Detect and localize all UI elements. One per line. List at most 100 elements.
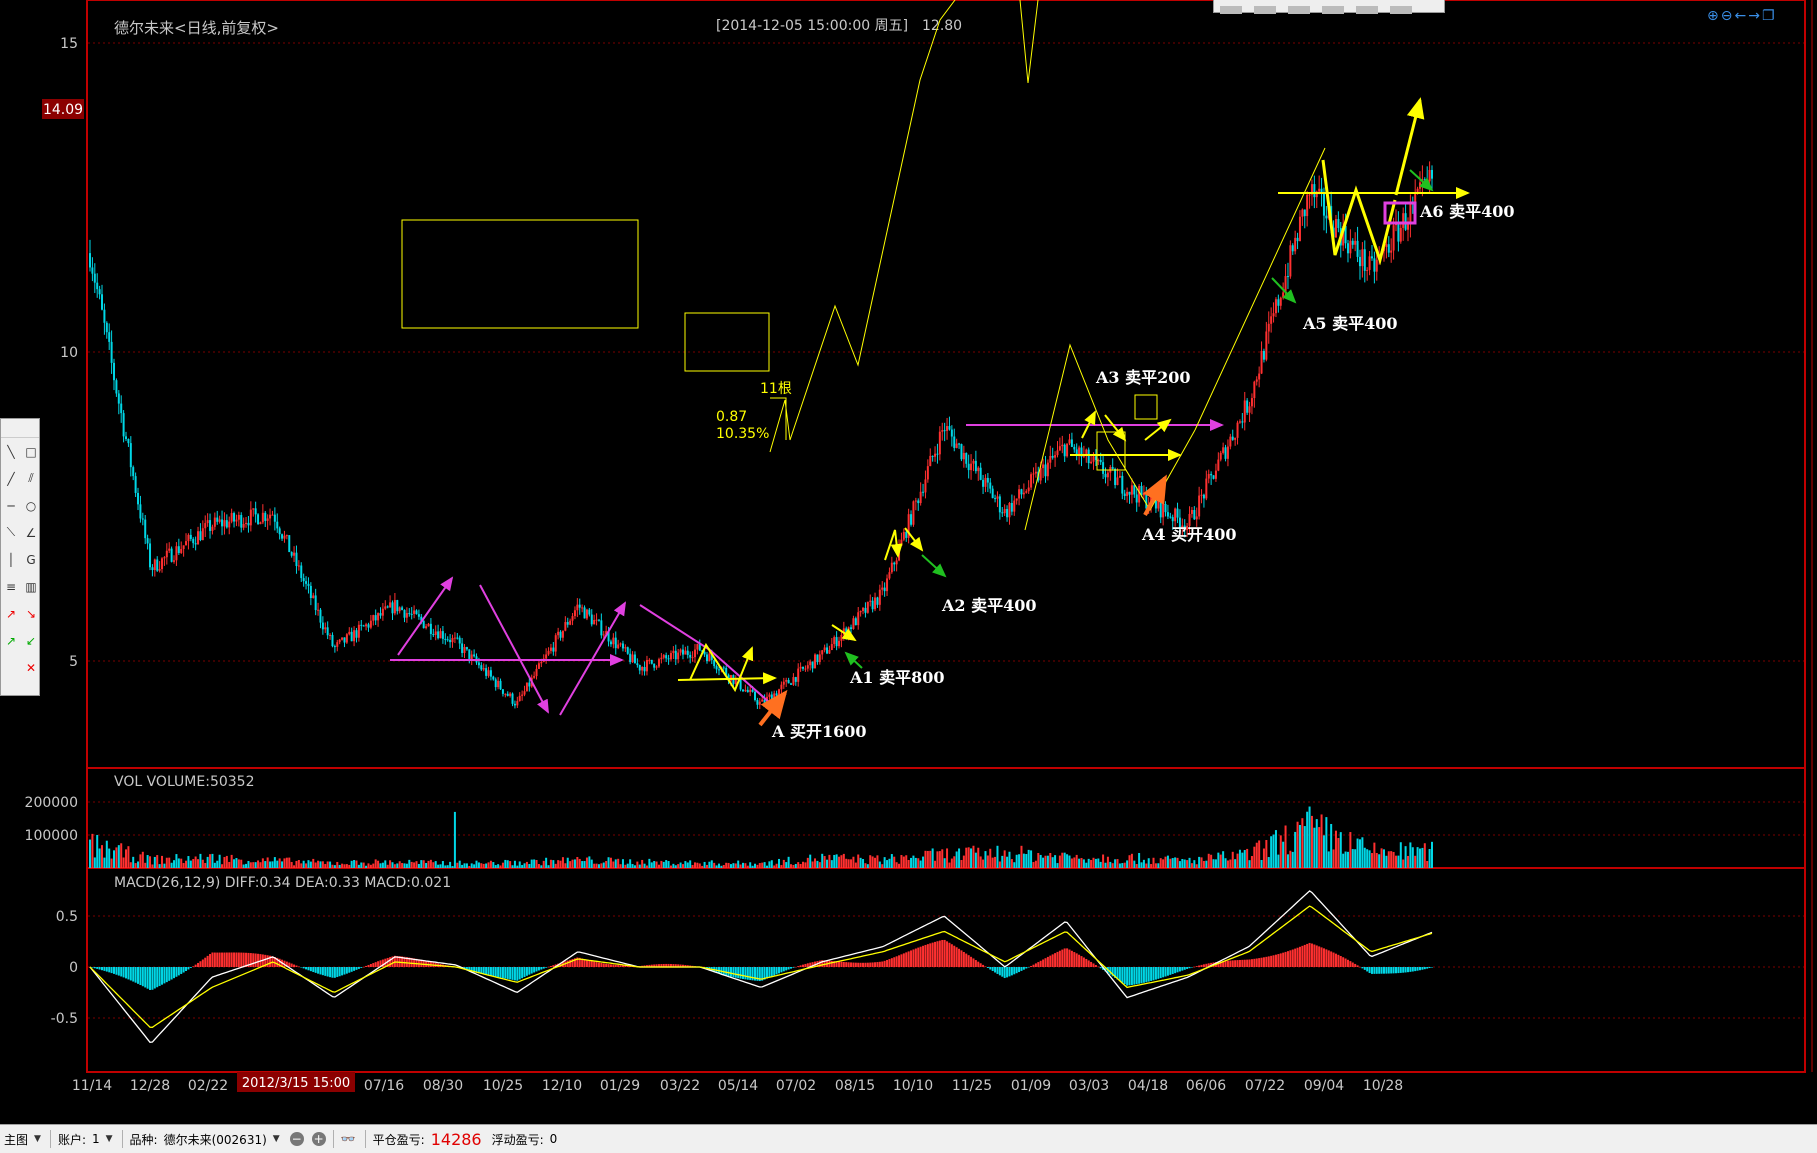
volume-bar bbox=[1394, 855, 1397, 868]
green-up-arrow-tool-icon[interactable]: ↗ bbox=[5, 633, 17, 648]
macd-bar bbox=[1378, 967, 1381, 974]
top-tool-4[interactable] bbox=[1322, 6, 1344, 14]
volume-bar bbox=[381, 862, 384, 868]
volume-bar bbox=[578, 858, 581, 868]
account-selector[interactable]: 账户: 1 ▼ bbox=[58, 1131, 113, 1148]
candle-body bbox=[1277, 299, 1280, 306]
view-selector[interactable]: 主图 ▼ bbox=[4, 1131, 41, 1148]
volume-bar bbox=[288, 857, 291, 868]
volume-bar bbox=[158, 864, 161, 868]
volume-bar bbox=[149, 856, 152, 868]
candle-body bbox=[1226, 446, 1229, 459]
vline-tool-icon[interactable]: │ bbox=[7, 552, 15, 567]
macd-bar bbox=[578, 957, 581, 967]
volume-bar bbox=[1085, 862, 1088, 868]
line-tool-icon[interactable]: ╲ bbox=[7, 444, 15, 459]
volume-bar bbox=[828, 854, 831, 868]
macd-bar bbox=[204, 957, 207, 967]
minus-icon[interactable]: − bbox=[289, 1132, 304, 1146]
candle-body bbox=[749, 689, 752, 693]
zoom-in-icon[interactable]: ⊕ bbox=[1707, 8, 1721, 24]
macd-bar bbox=[1294, 948, 1297, 967]
symbol-selector[interactable]: 品种: 德尔未来(002631) ▼ bbox=[130, 1131, 280, 1148]
volume-bar bbox=[180, 858, 183, 868]
candle-body bbox=[672, 650, 675, 654]
volume-bar bbox=[1282, 841, 1285, 868]
candle-body bbox=[439, 631, 442, 639]
candle-body bbox=[182, 545, 185, 549]
volume-bar bbox=[1003, 850, 1006, 868]
angle-tool-icon[interactable]: ∠ bbox=[25, 525, 37, 540]
candle-body bbox=[105, 322, 108, 333]
toolbox-header[interactable] bbox=[1, 419, 39, 438]
candle-body bbox=[881, 587, 884, 590]
volume-bar bbox=[1080, 857, 1083, 868]
volume-bar bbox=[681, 864, 684, 868]
candle-body bbox=[1392, 225, 1395, 251]
candle-body bbox=[1092, 456, 1095, 462]
macd-bar bbox=[823, 960, 826, 967]
top-tool-1[interactable] bbox=[1220, 6, 1242, 14]
volume-bar bbox=[665, 860, 668, 868]
macd-bar bbox=[938, 940, 941, 967]
segment-tool-icon[interactable]: ╱ bbox=[7, 471, 15, 486]
glasses-icon[interactable]: 👓 bbox=[340, 1132, 356, 1146]
candle-body bbox=[686, 650, 689, 655]
top-tool-3[interactable] bbox=[1288, 6, 1310, 14]
up-arrow-tool-icon[interactable]: ↗ bbox=[5, 606, 17, 621]
symbol-label: 品种: bbox=[129, 1132, 158, 1147]
candle-body bbox=[1334, 219, 1337, 238]
top-tool-2[interactable] bbox=[1254, 6, 1276, 14]
macd-bar bbox=[1313, 944, 1316, 967]
macd-bar bbox=[931, 942, 934, 967]
top-mini-toolbar[interactable] bbox=[1213, 0, 1445, 14]
volume-bar bbox=[1414, 855, 1417, 868]
volume-bar bbox=[197, 859, 200, 868]
volume-bar bbox=[713, 862, 716, 868]
volume-bar bbox=[883, 857, 886, 868]
fib-tool-icon[interactable]: G bbox=[26, 552, 36, 567]
channel-tool-icon[interactable]: ≡ bbox=[5, 579, 17, 594]
parallel-tool-icon[interactable]: ⫽ bbox=[28, 471, 34, 485]
candle-body bbox=[802, 666, 805, 669]
top-tool-5[interactable] bbox=[1356, 6, 1378, 14]
macd-bar bbox=[158, 967, 161, 986]
volume-bar bbox=[753, 863, 756, 868]
candle-body bbox=[91, 267, 94, 274]
candle-body bbox=[1258, 373, 1261, 380]
rectangle-tool-icon[interactable]: □ bbox=[25, 444, 37, 459]
macd-bar bbox=[1320, 947, 1323, 967]
hline-tool-icon[interactable]: ─ bbox=[7, 498, 15, 513]
ellipse-tool-icon[interactable]: ○ bbox=[25, 498, 37, 513]
candle-body bbox=[506, 693, 509, 696]
window-restore-icon[interactable]: ❐ bbox=[1761, 8, 1777, 24]
macd-bar bbox=[1310, 943, 1313, 967]
candle-body bbox=[1178, 517, 1181, 528]
stock-chart[interactable]: 德尔未来<日线,前复权> [2014-12-05 15:00:00 周五] 12… bbox=[0, 0, 1817, 1124]
macd-bar bbox=[958, 948, 961, 967]
macd-bar bbox=[1034, 963, 1037, 967]
volume-bar bbox=[1406, 855, 1409, 868]
macd-bar bbox=[1279, 953, 1282, 967]
zoom-nav-icons[interactable]: ⊕⊖←→❐ bbox=[1707, 8, 1777, 24]
ray-tool-icon[interactable]: ⟍ bbox=[6, 525, 16, 539]
scroll-left-icon[interactable]: ← bbox=[1734, 8, 1749, 24]
zoom-out-icon[interactable]: ⊖ bbox=[1720, 8, 1735, 24]
down-arrow-tool-icon[interactable]: ↘ bbox=[25, 606, 37, 621]
volume-bar bbox=[540, 865, 543, 868]
macd-bar bbox=[902, 953, 905, 967]
delete-tool-icon[interactable]: ✕ bbox=[25, 660, 37, 675]
status-bar: 主图 ▼ 账户: 1 ▼ 品种: 德尔未来(002631) ▼ − + 👓 平仓盈亏: 14… bbox=[0, 1124, 1817, 1153]
macd-bar bbox=[806, 963, 809, 967]
volume-bar bbox=[1090, 860, 1093, 868]
drawing-toolbox[interactable]: ╲ □ ╱ ⫽ ─ ○ ⟍ ∠ │ G ≡ ▥ ↗ ↘ ↗ ↙ ✕ bbox=[0, 418, 40, 696]
volume-bar bbox=[962, 855, 965, 868]
scroll-right-icon[interactable]: → bbox=[1748, 8, 1762, 24]
top-tool-6[interactable] bbox=[1390, 6, 1412, 14]
macd-bar bbox=[343, 967, 346, 975]
bars-tool-icon[interactable]: ▥ bbox=[25, 579, 37, 594]
green-down-arrow-tool-icon[interactable]: ↙ bbox=[25, 633, 37, 648]
plus-icon[interactable]: + bbox=[311, 1132, 326, 1146]
macd-bar bbox=[989, 967, 992, 970]
volume-bar bbox=[1243, 850, 1246, 868]
